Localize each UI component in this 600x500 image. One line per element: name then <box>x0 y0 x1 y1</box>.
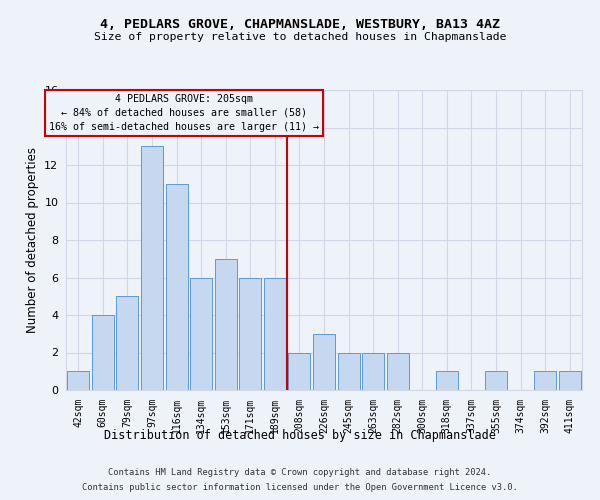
Text: Contains HM Land Registry data © Crown copyright and database right 2024.: Contains HM Land Registry data © Crown c… <box>109 468 491 477</box>
Bar <box>116 296 139 390</box>
Bar <box>338 352 359 390</box>
Text: Distribution of detached houses by size in Chapmanslade: Distribution of detached houses by size … <box>104 428 496 442</box>
Text: Size of property relative to detached houses in Chapmanslade: Size of property relative to detached ho… <box>94 32 506 42</box>
Bar <box>141 146 163 390</box>
Text: Contains public sector information licensed under the Open Government Licence v3: Contains public sector information licen… <box>82 483 518 492</box>
Bar <box>559 371 581 390</box>
Bar <box>386 352 409 390</box>
Bar <box>313 334 335 390</box>
Bar <box>215 259 237 390</box>
Bar <box>264 278 286 390</box>
Bar <box>362 352 384 390</box>
Bar <box>485 371 507 390</box>
Text: 4 PEDLARS GROVE: 205sqm
← 84% of detached houses are smaller (58)
16% of semi-de: 4 PEDLARS GROVE: 205sqm ← 84% of detache… <box>49 94 319 132</box>
Bar <box>534 371 556 390</box>
Y-axis label: Number of detached properties: Number of detached properties <box>26 147 38 333</box>
Bar <box>436 371 458 390</box>
Text: 4, PEDLARS GROVE, CHAPMANSLADE, WESTBURY, BA13 4AZ: 4, PEDLARS GROVE, CHAPMANSLADE, WESTBURY… <box>100 18 500 30</box>
Bar <box>92 315 114 390</box>
Bar <box>67 371 89 390</box>
Bar <box>239 278 262 390</box>
Bar <box>289 352 310 390</box>
Bar <box>166 184 188 390</box>
Bar <box>190 278 212 390</box>
